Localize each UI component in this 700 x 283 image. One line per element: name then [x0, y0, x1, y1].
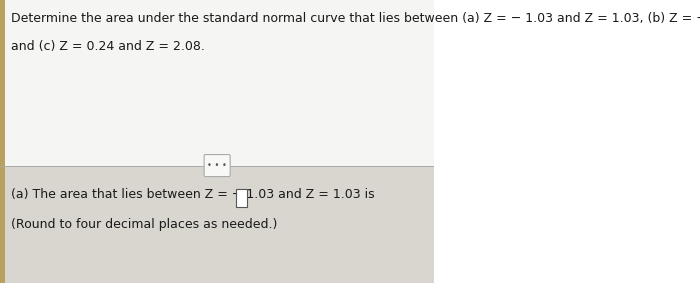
Text: (a) The area that lies between Z = − 1.03 and Z = 1.03 is: (a) The area that lies between Z = − 1.0… — [11, 188, 379, 201]
Bar — [0, 166, 434, 283]
Text: .: . — [248, 188, 253, 201]
Bar — [0, 0, 5, 283]
Text: (Round to four decimal places as needed.): (Round to four decimal places as needed.… — [11, 218, 277, 231]
Text: Determine the area under the standard normal curve that lies between (a) Z = − 1: Determine the area under the standard no… — [11, 12, 700, 25]
FancyBboxPatch shape — [204, 155, 230, 177]
Bar — [236, 188, 247, 207]
Text: and (c) Z = 0.24 and Z = 2.08.: and (c) Z = 0.24 and Z = 2.08. — [11, 40, 205, 53]
Text: • • •: • • • — [207, 161, 227, 170]
Bar — [0, 0, 434, 166]
